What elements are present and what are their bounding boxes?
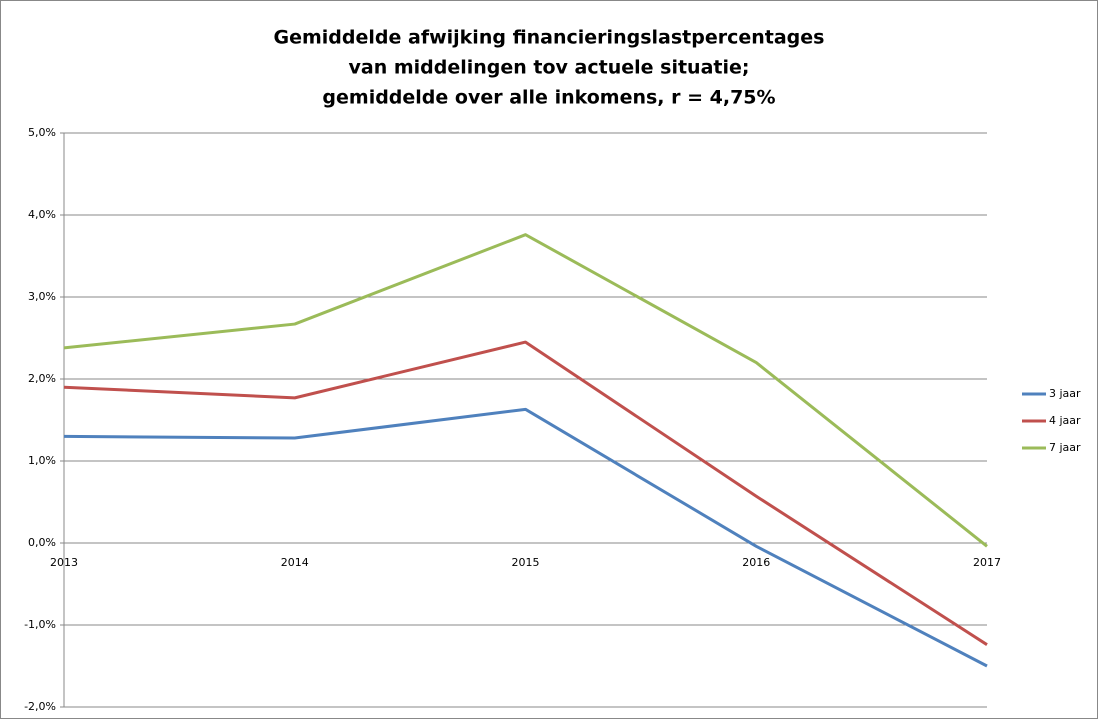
x-tick-label: 2017 (973, 556, 1001, 569)
chart-title: van middelingen tov actuele situatie; (349, 57, 750, 79)
y-tick-label: -2,0% (24, 700, 56, 713)
y-tick-label: 0,0% (28, 536, 56, 549)
y-tick-label: 4,0% (28, 208, 56, 221)
legend-label: 3 jaar (1049, 387, 1081, 400)
y-tick-label: -1,0% (24, 618, 56, 631)
legend-label: 7 jaar (1049, 441, 1081, 454)
y-tick-label: 5,0% (28, 126, 56, 139)
series-line (63, 340, 988, 646)
y-tick-label: 1,0% (28, 454, 56, 467)
y-tick-label: 2,0% (28, 372, 56, 385)
x-tick-label: 2013 (50, 556, 78, 569)
x-tick-label: 2015 (512, 556, 540, 569)
series-line (63, 407, 988, 668)
legend-label: 4 jaar (1049, 414, 1081, 427)
x-tick-label: 2014 (281, 556, 309, 569)
series-line (63, 233, 988, 548)
x-tick-label: 2016 (742, 556, 770, 569)
chart-title: Gemiddelde afwijking financieringslastpe… (274, 27, 825, 49)
y-tick-label: 3,0% (28, 290, 56, 303)
chart-title: gemiddelde over alle inkomens, r = 4,75% (322, 87, 775, 109)
